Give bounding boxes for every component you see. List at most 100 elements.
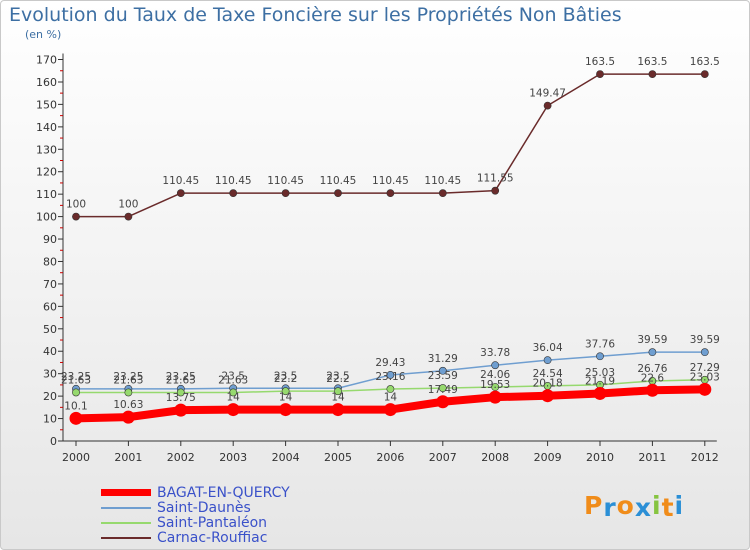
data-point bbox=[124, 212, 133, 221]
data-label: 163.5 bbox=[585, 56, 615, 68]
proxiti-logo: Proxiti bbox=[584, 491, 684, 522]
legend-label: BAGAT-EN-QUERCY bbox=[157, 484, 290, 501]
data-point bbox=[491, 186, 500, 195]
data-point bbox=[72, 388, 80, 397]
x-tick-label: 2005 bbox=[324, 451, 352, 464]
data-point bbox=[543, 101, 552, 110]
logo-letter: t bbox=[661, 493, 675, 522]
data-point bbox=[596, 352, 604, 361]
data-point bbox=[438, 189, 447, 198]
data-point bbox=[229, 189, 238, 198]
logo-letter: r bbox=[603, 493, 617, 522]
data-point bbox=[491, 383, 500, 391]
data-point bbox=[176, 189, 185, 198]
data-point bbox=[229, 388, 238, 397]
data-point bbox=[438, 384, 447, 392]
chart-legend: BAGAT-EN-QUERCY Saint-Daunès Saint-Pantalé… bbox=[101, 484, 290, 546]
data-label: 27.29 bbox=[690, 362, 720, 374]
x-tick-label: 2008 bbox=[481, 451, 509, 464]
x-tick-label: 2012 bbox=[691, 451, 719, 464]
data-label: 39.59 bbox=[637, 334, 667, 346]
y-tick-label: 130 bbox=[36, 143, 57, 156]
data-label: 24.54 bbox=[533, 368, 563, 380]
x-tick-label: 2006 bbox=[376, 451, 404, 464]
x-tick-label: 2003 bbox=[219, 451, 247, 464]
data-point bbox=[281, 387, 290, 396]
logo-letter: x bbox=[634, 493, 652, 522]
y-tick-label: 50 bbox=[43, 323, 57, 336]
legend-item: Saint-Pantaléon bbox=[101, 514, 290, 531]
legend-label: Saint-Pantaléon bbox=[157, 514, 268, 531]
data-label: 33.78 bbox=[480, 347, 510, 359]
data-label: 36.04 bbox=[533, 342, 563, 354]
data-label: 21.63 bbox=[166, 374, 196, 386]
y-tick-label: 10 bbox=[43, 413, 57, 426]
data-point bbox=[72, 212, 80, 221]
y-tick-label: 160 bbox=[36, 76, 57, 89]
data-label: 21.63 bbox=[61, 374, 91, 386]
data-point bbox=[174, 403, 188, 417]
y-tick-label: 80 bbox=[43, 255, 57, 268]
data-label: 10.1 bbox=[64, 400, 87, 412]
chart-title: Evolution du Taux de Taxe Foncière sur l… bbox=[9, 4, 622, 26]
data-label: 13.75 bbox=[166, 392, 196, 404]
data-label: 21.63 bbox=[113, 374, 143, 386]
data-point bbox=[698, 382, 712, 396]
data-label: 100 bbox=[66, 199, 86, 211]
data-point bbox=[491, 361, 500, 370]
x-tick-label: 2001 bbox=[114, 451, 142, 464]
y-tick-label: 30 bbox=[43, 368, 57, 381]
logo-letter: o bbox=[616, 491, 635, 520]
data-point bbox=[383, 403, 397, 417]
data-point bbox=[596, 70, 604, 79]
legend-swatch bbox=[101, 506, 151, 509]
legend-label: Carnac-Rouffiac bbox=[157, 529, 268, 546]
data-label: 10.63 bbox=[113, 399, 143, 411]
data-label: 110.45 bbox=[424, 175, 461, 187]
data-label: 23.5 bbox=[274, 370, 297, 382]
data-label: 149.47 bbox=[529, 88, 566, 100]
data-label: 163.5 bbox=[637, 56, 667, 68]
data-point bbox=[700, 70, 709, 79]
data-point bbox=[281, 189, 290, 198]
legend-item: Carnac-Rouffiac bbox=[101, 529, 290, 546]
y-tick-label: 90 bbox=[43, 233, 57, 246]
x-tick-label: 2004 bbox=[272, 451, 300, 464]
y-tick-label: 170 bbox=[36, 54, 57, 67]
data-label: 29.43 bbox=[375, 357, 405, 369]
data-label: 23.03 bbox=[690, 371, 720, 383]
legend-label: Saint-Daunès bbox=[157, 499, 251, 516]
unit-label: (en %) bbox=[25, 28, 62, 41]
data-label: 23.16 bbox=[375, 371, 405, 383]
legend-item: Saint-Daunès bbox=[101, 499, 290, 516]
data-point bbox=[488, 390, 502, 404]
data-label: 19.53 bbox=[480, 379, 510, 391]
y-tick-label: 20 bbox=[43, 390, 57, 403]
legend-swatch bbox=[101, 536, 151, 539]
data-label: 31.29 bbox=[428, 353, 458, 365]
data-label: 37.76 bbox=[585, 338, 615, 350]
data-label: 110.45 bbox=[372, 175, 409, 187]
data-point bbox=[386, 371, 395, 379]
data-point bbox=[436, 395, 450, 409]
data-point bbox=[648, 70, 657, 79]
y-tick-label: 110 bbox=[36, 188, 57, 201]
data-label: 23.25 bbox=[61, 371, 91, 383]
data-point bbox=[334, 387, 342, 396]
data-point bbox=[543, 356, 552, 365]
data-point bbox=[176, 388, 185, 397]
data-point bbox=[386, 189, 395, 198]
y-tick-label: 100 bbox=[36, 211, 57, 224]
data-label: 21.63 bbox=[218, 374, 248, 386]
data-label: 23.25 bbox=[113, 371, 143, 383]
data-label: 23.25 bbox=[166, 371, 196, 383]
logo-letter: i bbox=[652, 491, 662, 520]
y-tick-label: 60 bbox=[43, 300, 57, 313]
data-point bbox=[69, 411, 83, 425]
data-label: 17.49 bbox=[428, 384, 458, 396]
legend-swatch bbox=[101, 521, 151, 524]
y-tick-label: 120 bbox=[36, 166, 57, 179]
data-point bbox=[541, 389, 555, 403]
